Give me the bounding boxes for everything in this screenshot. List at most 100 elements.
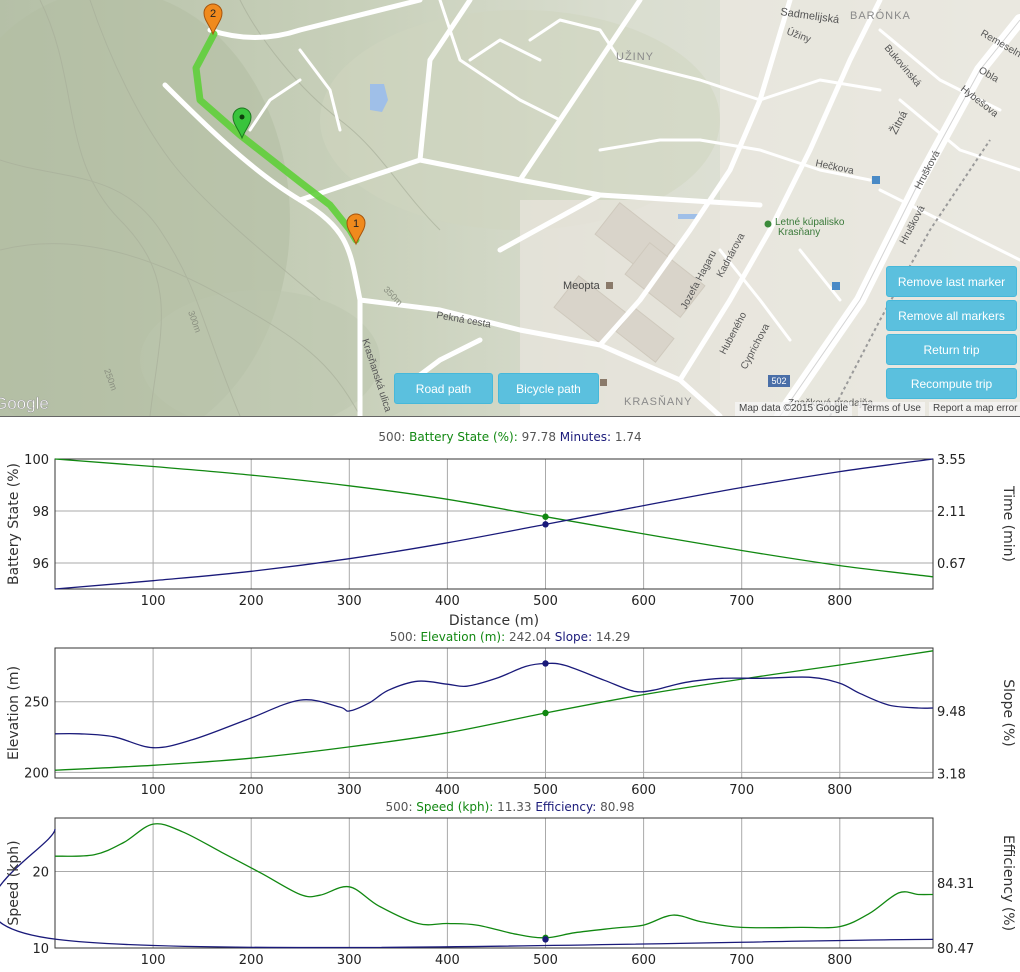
y-tick-label: 98 (32, 505, 49, 520)
x-tick-label: 400 (435, 594, 460, 609)
x-tick-label: 600 (631, 783, 656, 798)
y2-axis-label: Efficiency (%) (1000, 835, 1016, 931)
x-tick-label: 200 (239, 953, 264, 968)
title-series1-value: 11.33 (497, 800, 531, 814)
title-series1-name: Speed (kph) (416, 800, 489, 814)
y2-axis-label: Time (min) (1000, 485, 1016, 562)
x-tick-label: 800 (827, 594, 852, 609)
x-tick-label: 400 (435, 783, 460, 798)
x-tick-label: 300 (337, 594, 362, 609)
x-tick-label: 400 (435, 953, 460, 968)
x-tick-label: 700 (729, 953, 754, 968)
series-marker-point-1[interactable] (542, 936, 548, 942)
series-marker-point-1[interactable] (542, 521, 548, 527)
report-map-error-link[interactable]: Report a map error (929, 402, 1020, 416)
poi-label: Meopta (563, 280, 601, 292)
poi-building-icon (606, 282, 613, 289)
plot-frame (55, 459, 933, 589)
title-series2-value: 80.98 (600, 800, 634, 814)
x-axis-label: Distance (m) (449, 613, 539, 629)
title-series1-value: 97.78 (522, 430, 556, 444)
x-tick-label: 600 (631, 594, 656, 609)
speed-chart-title: 500: Speed (kph): 11.33 Efficiency: 80.9… (0, 800, 1020, 814)
district-label: KRASŇANY (624, 395, 693, 408)
series-line-0 (55, 824, 933, 938)
title-x-value: 500 (378, 430, 401, 444)
x-tick-label: 100 (141, 953, 166, 968)
title-series2-name: Efficiency (535, 800, 592, 814)
y-tick-label: 250 (24, 696, 49, 711)
road-number-label: 502 (771, 376, 786, 386)
x-tick-label: 700 (729, 783, 754, 798)
y-axis-label: Speed (kph) (6, 840, 22, 925)
x-tick-label: 200 (239, 783, 264, 798)
y2-tick-label: 84.31 (937, 877, 974, 892)
district-label: UŽINY (616, 50, 654, 63)
series-line-1 (55, 459, 933, 589)
bus-stop-icon (832, 282, 840, 290)
title-series2-name: Slope (555, 630, 588, 644)
recompute-trip-button[interactable]: Recompute trip (886, 368, 1017, 399)
y2-tick-label: 0.67 (937, 557, 966, 572)
y-tick-label: 10 (32, 942, 49, 957)
charts-svg: 100 200 300 400 500 600 700 800 96 98 100 0.67 2.11 3… (0, 416, 1020, 968)
y2-tick-label: 9.48 (937, 705, 966, 720)
series-line-1 (55, 663, 933, 747)
title-series1-value: 242.04 (509, 630, 551, 644)
plot-frame (55, 648, 933, 778)
y2-tick-label: 2.11 (937, 505, 966, 520)
bus-stop-icon (872, 176, 880, 184)
remove-all-markers-button[interactable]: Remove all markers (886, 300, 1017, 331)
series-line-0 (55, 651, 933, 770)
title-series1-name: Battery State (%) (409, 430, 514, 444)
title-x-value: 500 (390, 630, 413, 644)
marker-1-label: 1 (353, 218, 359, 230)
poi-label: Krasňany (778, 227, 820, 238)
x-tick-label: 500 (533, 594, 558, 609)
y-tick-label: 96 (32, 557, 49, 572)
x-tick-label: 100 (141, 783, 166, 798)
series-line-0 (55, 459, 933, 577)
x-tick-label: 600 (631, 953, 656, 968)
poi-shop-icon (600, 379, 607, 386)
x-tick-label: 500 (533, 953, 558, 968)
x-tick-label: 800 (827, 783, 852, 798)
x-tick-label: 500 (533, 783, 558, 798)
series-line-1 (0, 829, 933, 948)
map-view[interactable]: 2 1 502 Sadmelijská BARÓNKA Remeselnícka… (0, 0, 1020, 416)
x-tick-label: 300 (337, 783, 362, 798)
title-series1-name: Elevation (m) (420, 630, 501, 644)
x-tick-label: 800 (827, 953, 852, 968)
series-marker-point-0[interactable] (542, 514, 548, 520)
road-path-button[interactable]: Road path (394, 373, 493, 404)
y2-tick-label: 80.47 (937, 942, 974, 957)
map-data-attribution: Map data ©2015 Google (735, 402, 852, 416)
chart-0: 100 200 300 400 500 600 700 800 96 98 100 0.67 2.11 3… (6, 453, 1016, 629)
return-trip-button[interactable]: Return trip (886, 334, 1017, 365)
y-axis-label: Battery State (%) (6, 463, 22, 585)
series-marker-point-1[interactable] (542, 660, 548, 666)
elevation-chart-title: 500: Elevation (m): 242.04 Slope: 14.29 (0, 630, 1020, 644)
remove-last-marker-button[interactable]: Remove last marker (886, 266, 1017, 297)
y-tick-label: 20 (32, 866, 49, 881)
bicycle-path-button[interactable]: Bicycle path (498, 373, 599, 404)
battery-chart-title: 500: Battery State (%): 97.78 Minutes: 1… (0, 430, 1020, 444)
y-tick-label: 100 (24, 453, 49, 468)
map-canvas[interactable]: 2 1 502 Sadmelijská BARÓNKA Remeselnícka… (0, 0, 1020, 416)
marker-2-label: 2 (210, 8, 216, 20)
title-x-value: 500 (386, 800, 409, 814)
y2-tick-label: 3.18 (937, 768, 966, 783)
district-label: BARÓNKA (850, 9, 911, 22)
x-tick-label: 700 (729, 594, 754, 609)
charts-panel: 100 200 300 400 500 600 700 800 96 98 100 0.67 2.11 3… (0, 416, 1020, 968)
title-series2-name: Minutes (560, 430, 607, 444)
google-logo: Google (0, 394, 49, 413)
x-tick-label: 100 (141, 594, 166, 609)
terms-of-use-link[interactable]: Terms of Use (858, 402, 925, 416)
y2-tick-label: 3.55 (937, 453, 966, 468)
y-axis-label: Elevation (m) (6, 666, 22, 760)
x-tick-label: 300 (337, 953, 362, 968)
x-tick-label: 200 (239, 594, 264, 609)
series-marker-point-0[interactable] (542, 710, 548, 716)
